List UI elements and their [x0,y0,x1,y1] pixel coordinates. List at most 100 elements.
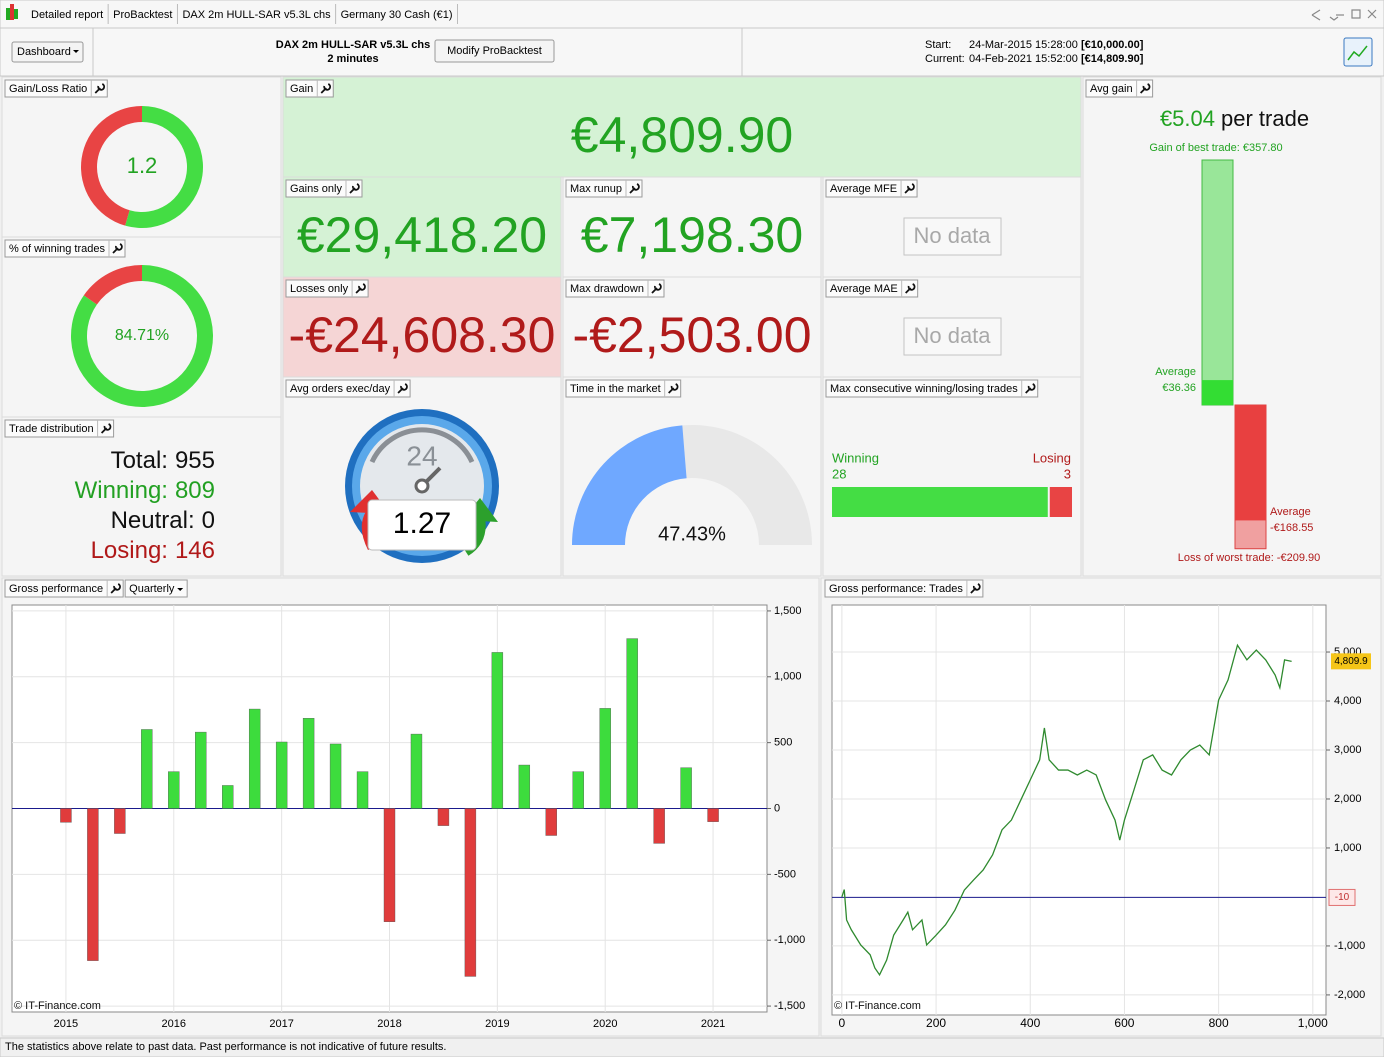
x-tick-label: 600 [1114,1016,1134,1030]
bar [222,785,234,809]
bar [141,729,153,809]
x-tick-label: 2015 [54,1018,78,1030]
average-loss-bar [1235,405,1266,521]
average-gain-value: €36.36 [1162,382,1196,394]
gauge-track [682,425,812,545]
tab[interactable]: DAX 2m HULL-SAR v5.3L chs [182,9,331,21]
panel-title: Gross performance: Trades [829,583,963,595]
panel-title: Trade distribution [9,423,94,435]
distribution-row: Winning: 809 [75,477,215,504]
gauge-label: 47.43% [658,523,726,545]
x-tick-label: 200 [926,1016,946,1030]
average-gain-bar [1202,380,1233,405]
x-tick-label: 2020 [593,1018,617,1030]
panel-header [285,179,363,198]
distribution-value: 0 [202,507,215,534]
x-tick-label: 2019 [485,1018,509,1030]
y-tick-label: 3,000 [1334,744,1362,756]
bar [545,808,557,836]
panel-title: Average MFE [830,183,897,195]
y-tick-label: 1,000 [1334,842,1362,854]
tab[interactable]: Germany 30 Cash (€1) [341,9,453,21]
best-trade-bar [1201,159,1234,406]
x-tick-label: 2016 [162,1018,186,1030]
equity-line [841,643,1292,977]
panel-header [1085,79,1154,98]
gains-only-value: €29,418.20 [297,207,547,263]
bar [410,733,423,809]
panel-title: Max runup [570,183,622,195]
window-control[interactable] [1351,9,1361,19]
icon-pin [414,478,430,494]
win-pct-value: 84.71% [115,327,169,344]
distribution-label: Winning: [75,477,168,504]
y-tick-label: -2,000 [1334,989,1365,1001]
bar [437,808,450,826]
baseline-label: -10 [1335,892,1350,903]
app-icon [10,4,14,20]
start-capital: [€10,000.00] [1081,39,1144,51]
losses-only-value: -€24,608.30 [289,307,556,363]
panel-title: % of winning trades [9,243,105,255]
bar [195,731,207,809]
baseline-marker [1328,888,1356,906]
average-loss-value: -€168.55 [1270,522,1313,534]
tab[interactable]: ProBacktest [113,9,172,21]
panel-header [565,179,643,198]
window-control[interactable] [1329,16,1339,21]
average-loss-label: Average [1270,506,1311,518]
caret [73,50,79,53]
winning-label: Winning [832,450,879,465]
report-icon-graph [1347,45,1368,61]
period-dropdown[interactable] [124,579,188,598]
current-label: Current: [925,53,965,65]
panel-header [4,79,108,98]
icon-label-box [367,499,477,551]
x-tick-label: 0 [839,1016,846,1030]
period-label: Quarterly [129,583,175,595]
distribution-value: 955 [175,447,215,474]
panel-header [285,279,369,298]
bar [626,638,638,809]
bar [707,808,719,822]
wrench-icon [100,423,112,434]
panel-header [4,239,126,258]
wrench-icon [320,83,331,94]
last-value-marker [1331,653,1371,670]
panel-title: Losses only [290,283,349,295]
dashboard-button[interactable] [11,41,84,63]
best-trade-label: Gain of best trade: €357.80 [1149,142,1282,154]
y-tick-label: 0 [774,802,780,814]
wrench-icon [970,583,981,594]
toolbar [0,27,1384,77]
avg-gain-unit: per trade [1221,106,1309,131]
wrench-icon [112,243,123,254]
panel-title: Max consecutive winning/losing trades [830,383,1018,395]
distribution-row: Losing: 146 [91,537,215,564]
x-tick-label: 400 [1020,1016,1040,1030]
app-icon [14,9,18,19]
tab[interactable]: Detailed report [31,9,103,21]
wrench-icon [349,183,360,194]
y-tick-label: 500 [774,737,792,749]
wrench-icon [94,83,106,94]
distribution-value: 809 [175,477,215,504]
start-date: 24-Mar-2015 15:28:00 [969,39,1078,51]
winning-bar [832,487,1048,517]
window-control[interactable] [1311,9,1321,21]
wrench-icon [905,283,916,294]
start-label: Start: [925,39,951,51]
bar [60,808,72,823]
wrench-icon [904,183,915,194]
bar [518,764,531,809]
y-tick-label: 1,000 [774,671,802,683]
window-control[interactable] [1367,9,1377,19]
panel-title: Gain [290,83,313,95]
bar [572,771,584,809]
bar [275,741,288,809]
bar [168,771,180,809]
report-icon[interactable] [1343,37,1373,67]
modify-button[interactable] [434,39,555,63]
